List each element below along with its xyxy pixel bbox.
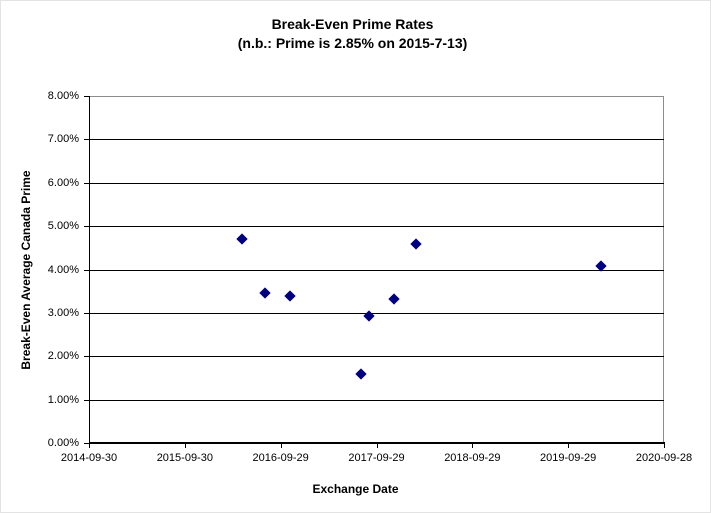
y-tick-label: 2.00% <box>47 350 79 363</box>
y-tick-mark <box>84 182 89 184</box>
x-tick-label: 2018-09-29 <box>444 452 501 464</box>
chart-title: Break-Even Prime Rates <box>271 16 434 32</box>
gridline <box>89 312 664 314</box>
y-tick-label: 6.00% <box>47 176 79 189</box>
x-tick-mark <box>472 444 474 448</box>
chart-subtitle: (n.b.: Prime is 2.85% on 2015-7-13) <box>237 35 468 51</box>
y-tick-label: 3.00% <box>47 306 79 319</box>
x-tick-mark <box>664 444 665 448</box>
x-tick-mark <box>568 444 570 448</box>
gridline <box>89 399 664 401</box>
x-tick-mark <box>280 444 282 448</box>
y-tick-label: 1.00% <box>47 393 79 406</box>
y-tick-mark <box>84 269 89 271</box>
x-tick-label: 2019-09-29 <box>540 452 597 464</box>
x-tick-label: 2020-09-28 <box>635 452 693 464</box>
y-tick-mark <box>84 399 89 401</box>
y-tick-label: 5.00% <box>47 220 79 233</box>
y-tick-mark <box>84 139 89 141</box>
y-tick-label: 8.00% <box>47 90 79 102</box>
y-axis-line <box>89 96 90 443</box>
gridline <box>89 226 664 228</box>
x-tick-mark <box>184 444 186 448</box>
x-axis-line <box>89 442 665 444</box>
x-tick-label: 2017-09-29 <box>348 452 405 464</box>
x-axis-title: Exchange Date <box>312 482 399 496</box>
gridline <box>89 139 664 141</box>
y-tick-mark <box>84 443 89 444</box>
y-tick-label: 4.00% <box>47 263 79 276</box>
y-tick-mark <box>84 356 89 358</box>
x-tick-label: 2016-09-29 <box>252 452 309 464</box>
gridline <box>89 356 664 358</box>
y-tick-mark <box>84 226 89 228</box>
x-tick-mark <box>89 444 90 448</box>
x-tick-label: 2014-09-30 <box>60 452 118 464</box>
x-tick-label: 2015-09-30 <box>156 452 213 464</box>
gridline <box>89 269 664 271</box>
y-tick-label: 7.00% <box>47 133 79 146</box>
x-tick-mark <box>376 444 378 448</box>
y-tick-mark <box>84 96 89 97</box>
gridline <box>89 182 664 184</box>
y-tick-label: 0.00% <box>47 437 79 449</box>
y-tick-mark <box>84 312 89 314</box>
